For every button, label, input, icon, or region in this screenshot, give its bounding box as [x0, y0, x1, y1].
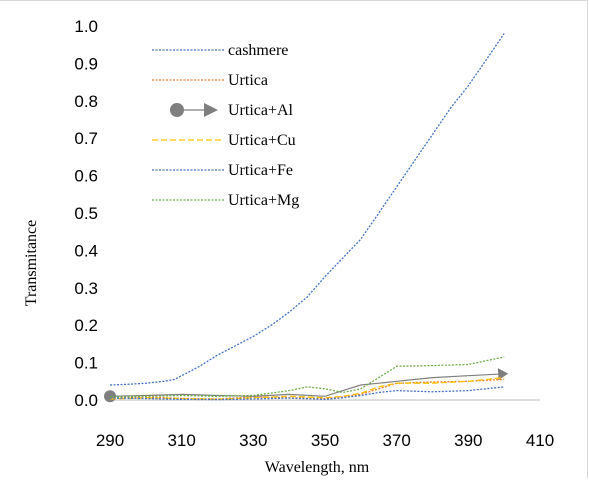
series-line-urtica-mg: [109, 356, 505, 398]
legend-label: Urtica: [228, 72, 268, 89]
series-line-cashmere: [109, 33, 505, 386]
legend-label: Urtica+Fe: [228, 162, 293, 179]
y-tick-label: 0.1: [74, 354, 98, 373]
legend-marker-circle: [170, 103, 184, 117]
legend-label: Urtica+Al: [228, 102, 294, 119]
x-tick-label: 390: [454, 431, 482, 450]
x-tick-label: 350: [311, 431, 339, 450]
x-tick-label: 310: [167, 431, 195, 450]
y-axis-title: Transmitance: [23, 220, 40, 307]
legend-label: cashmere: [228, 42, 288, 59]
y-tick-label: 0.9: [74, 54, 98, 73]
y-tick-label: 0.8: [74, 92, 98, 111]
legend-label: Urtica+Cu: [228, 132, 296, 149]
series-layer: [104, 33, 509, 403]
axes: 290 310 330 350 370 390 410 0.0 0.1 0.2 0.3 0.4 0.5 0…: [74, 17, 554, 450]
x-axis-title: Wavelength, nm: [265, 459, 370, 476]
series-line-urtica-cu: [109, 376, 505, 400]
x-tick-label: 330: [239, 431, 267, 450]
legend-marker-arrow: [204, 103, 218, 117]
y-tick-label: 0.5: [74, 204, 98, 223]
x-tick-label: 410: [526, 431, 554, 450]
series-line-urtica-al: [109, 373, 505, 397]
legend-label: Urtica+Mg: [228, 192, 299, 209]
y-tick-label: 0.6: [74, 167, 98, 186]
y-tick-label: 0.2: [74, 316, 98, 335]
y-tick-label: 0.4: [74, 241, 98, 260]
y-tick-label: 0.3: [74, 279, 98, 298]
y-tick-label: 0.0: [74, 391, 98, 410]
series-line-urtica-fe: [109, 386, 505, 401]
y-tick-label: 1.0: [74, 17, 98, 36]
x-tick-label: 290: [96, 431, 124, 450]
y-tick-label: 0.7: [74, 129, 98, 148]
x-tick-label: 370: [382, 431, 410, 450]
series-end-arrow: [497, 368, 509, 381]
legend: cashmere Urtica Urtica+Al Urtica+Cu Urtica+F…: [152, 42, 299, 209]
